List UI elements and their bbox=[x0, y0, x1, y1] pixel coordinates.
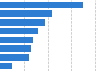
Bar bbox=[0, 54, 29, 61]
Bar bbox=[0, 19, 45, 25]
Bar bbox=[0, 63, 12, 69]
Bar bbox=[0, 28, 38, 34]
Bar bbox=[0, 10, 52, 17]
Bar bbox=[0, 2, 83, 8]
Bar bbox=[0, 46, 31, 52]
Bar bbox=[0, 37, 33, 43]
